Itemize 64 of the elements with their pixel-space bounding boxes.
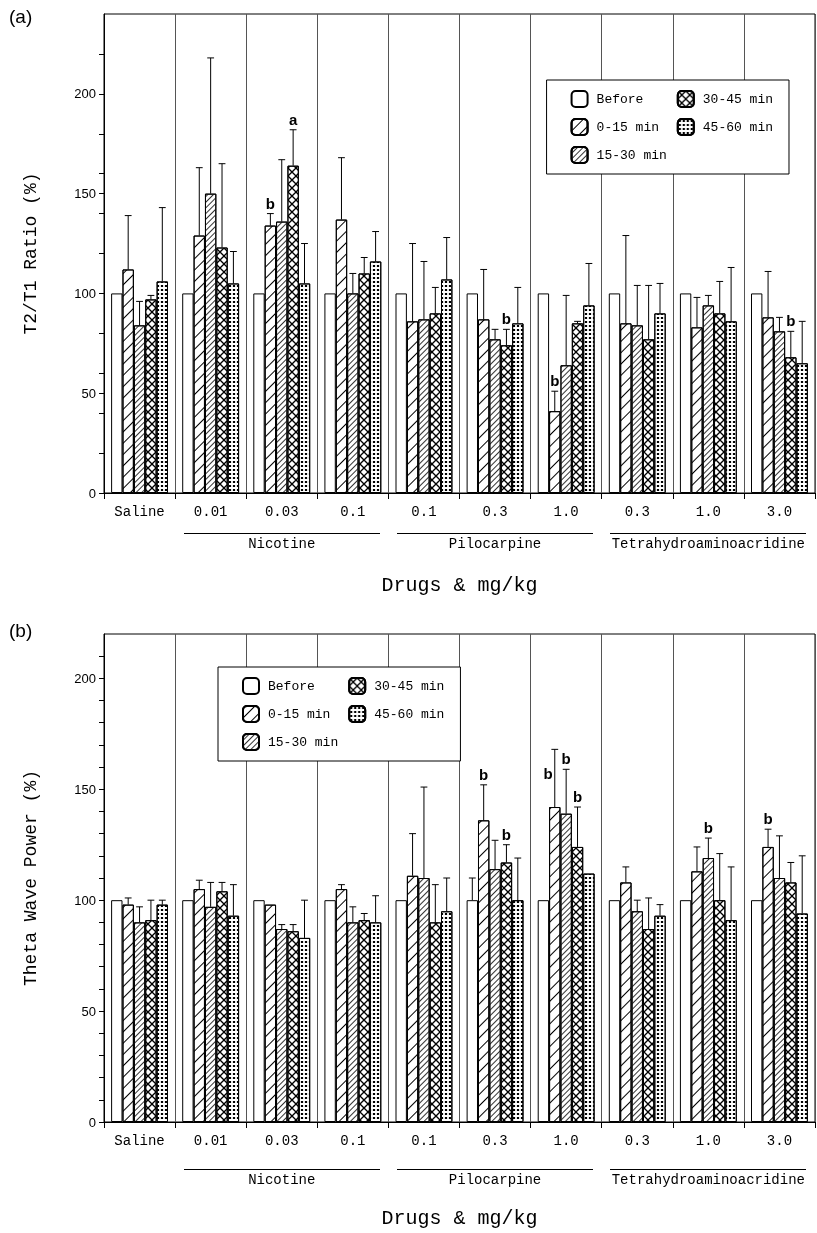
legend-label: 15-30 min — [268, 734, 339, 750]
x-tick-label: 1.0 — [695, 504, 721, 520]
legend-label: 30-45 min — [702, 91, 774, 107]
y-tick-label: 50 — [81, 385, 96, 401]
legend-label: 45-60 min — [374, 706, 445, 722]
x-tick-label: 0.01 — [193, 504, 228, 520]
x-tick-label: 0.3 — [624, 1133, 650, 1149]
text: Pilocarpine — [396, 533, 594, 552]
legend-label: Before — [268, 678, 315, 694]
chart-title: (b) — [9, 620, 33, 641]
x-tick-label: 0.1 — [411, 504, 437, 520]
y-tick-label: 100 — [74, 285, 96, 301]
x-tick-label: 0.1 — [340, 504, 366, 520]
y-tick-label: 100 — [74, 892, 96, 908]
x-tick-label: 0.3 — [482, 504, 508, 520]
data-label: b — [572, 788, 583, 806]
x-tick-label: 0.3 — [624, 504, 650, 520]
x-axis-title: Drugs & mg/kg — [381, 1206, 538, 1230]
y-tick-label: 200 — [74, 670, 96, 686]
x-tick-label: Saline — [114, 1133, 165, 1149]
x-tick-label: 0.03 — [264, 504, 299, 520]
x-tick-label: 1.0 — [553, 504, 579, 520]
y-tick-label: 50 — [81, 1003, 96, 1019]
x-tick-label: 3.0 — [766, 1133, 793, 1149]
data-label: b — [543, 764, 553, 782]
legend-label: 45-60 min — [702, 119, 774, 135]
x-tick-label: 0.03 — [264, 1133, 299, 1149]
data-label: b — [703, 819, 713, 837]
y-axis-title: T2/T1 Ratio (%) — [21, 172, 41, 335]
legend-label: 0-15 min — [596, 119, 659, 135]
y-tick-label: 0 — [88, 1114, 96, 1130]
y-tick-label: 150 — [74, 186, 96, 202]
data-label: a — [288, 110, 298, 128]
text: Pilocarpine — [396, 1169, 594, 1188]
data-label: b — [550, 372, 560, 390]
data-label: b — [479, 765, 489, 783]
legend-label: 15-30 min — [596, 147, 667, 163]
y-axis-title: Theta Wave Power (%) — [21, 769, 41, 987]
x-tick-label: 3.0 — [766, 504, 793, 520]
x-tick-label: 0.01 — [193, 1133, 228, 1149]
x-tick-label: 0.3 — [482, 1133, 508, 1149]
text: Tetrahydroaminoacridine — [610, 533, 807, 552]
chart-title: (a) — [9, 6, 33, 27]
data-label: b — [763, 810, 773, 828]
x-tick-label: 1.0 — [553, 1133, 579, 1149]
text: Nicotine — [183, 1169, 380, 1188]
legend-label: 0-15 min — [268, 706, 331, 722]
legend-label: Before — [596, 91, 644, 107]
data-label: b — [501, 310, 512, 328]
x-tick-label: 0.1 — [340, 1133, 366, 1149]
data-label: b — [561, 750, 571, 768]
y-tick-label: 200 — [74, 86, 96, 102]
text: Nicotine — [183, 533, 380, 552]
y-tick-label: 150 — [74, 781, 96, 797]
x-tick-label: 0.1 — [411, 1133, 437, 1149]
data-label: b — [265, 194, 275, 212]
x-tick-label: Saline — [114, 504, 165, 520]
x-axis-title: Drugs & mg/kg — [381, 573, 538, 597]
data-label: b — [501, 825, 512, 843]
text: Tetrahydroaminoacridine — [610, 1169, 807, 1188]
y-tick-label: 0 — [88, 485, 96, 501]
x-tick-label: 1.0 — [695, 1133, 721, 1149]
legend-label: 30-45 min — [374, 678, 445, 694]
data-label: b — [786, 312, 796, 330]
